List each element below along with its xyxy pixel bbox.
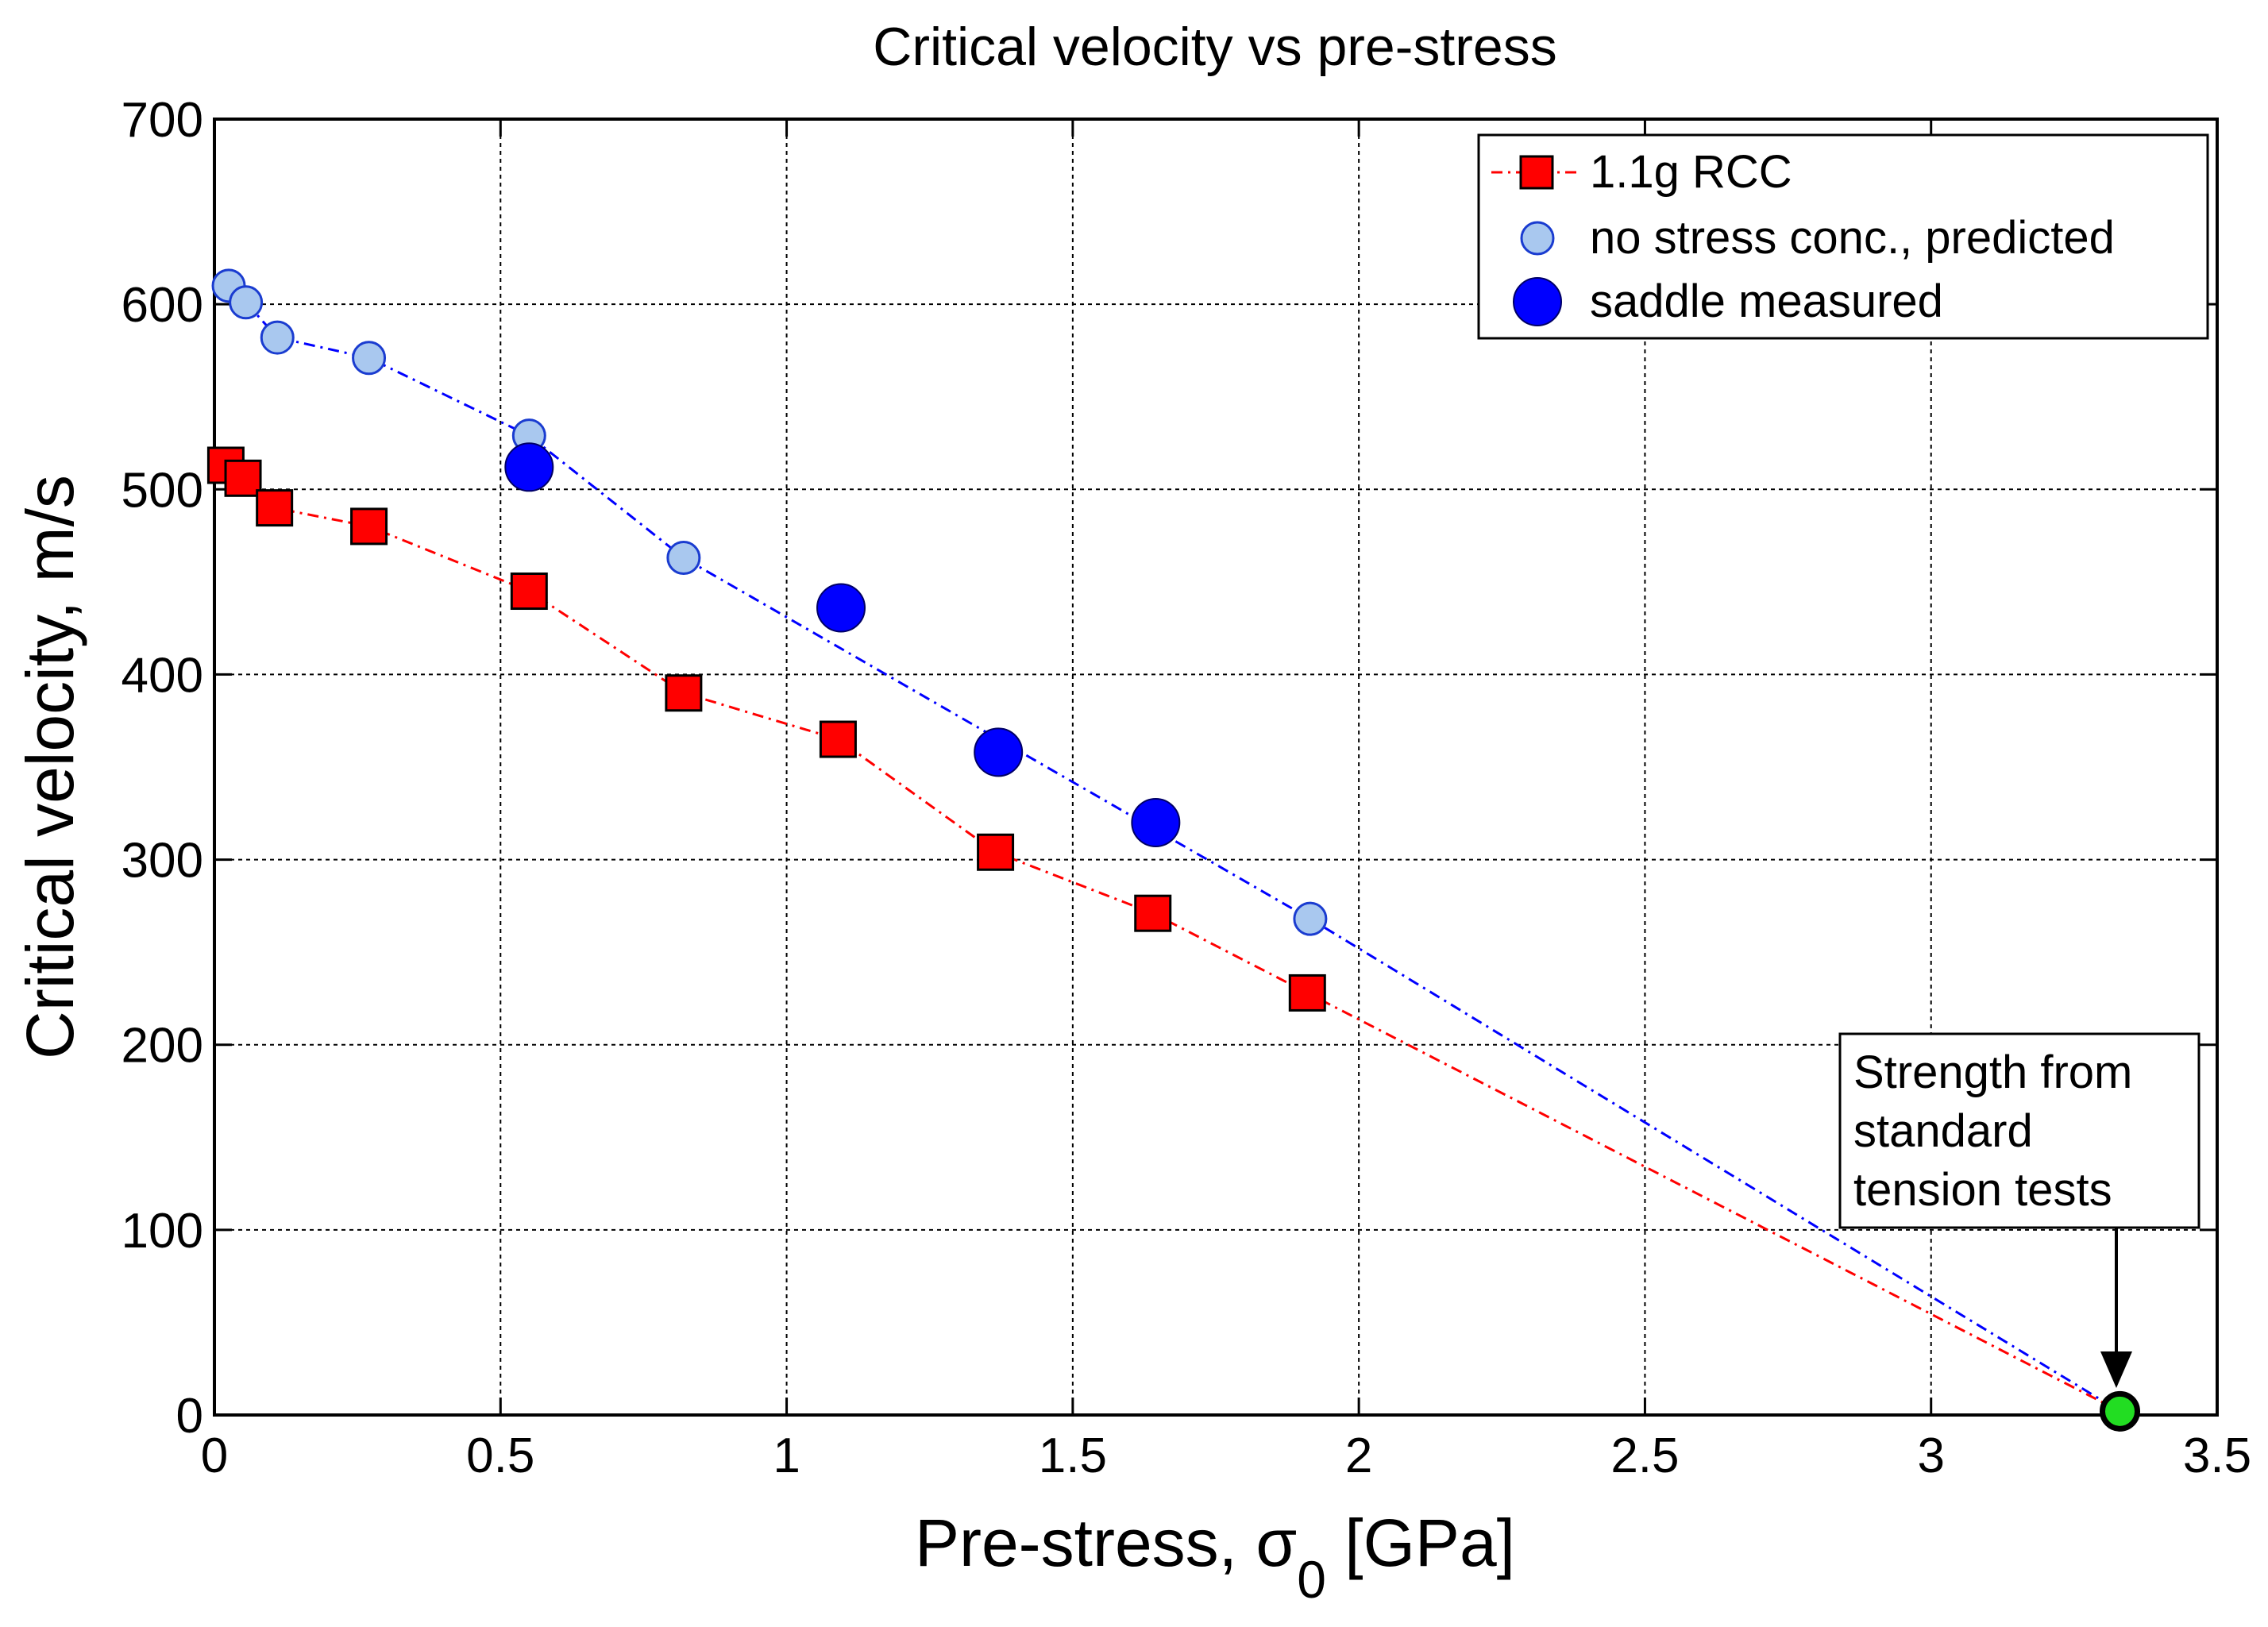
data-point-saddle: [504, 442, 554, 492]
legend-label-predicted: no stress conc., predicted: [1590, 212, 2115, 264]
annotation-point: [2100, 1390, 2141, 1432]
legend-box: [1477, 133, 2209, 340]
y-tick-label: 300: [122, 834, 203, 889]
data-point-rcc: [665, 674, 703, 712]
x-axis-label-unit: [GPa]: [1326, 1506, 1515, 1580]
data-point-rcc: [977, 833, 1015, 871]
x-tick-label: 0: [201, 1428, 228, 1483]
legend-label-rcc: 1.1g RCC: [1590, 146, 1792, 198]
y-tick-label: 400: [122, 648, 203, 703]
y-tick-labels: 0 100 200 300 400 500 600 700: [122, 93, 203, 1444]
x-tick-label: 3.5: [2183, 1428, 2251, 1483]
data-point-saddle: [816, 583, 866, 633]
data-point-predicted: [1293, 901, 1328, 936]
annotation-arrow-head: [2100, 1351, 2132, 1388]
annotation-line-3: tension tests: [1853, 1164, 2112, 1216]
data-point-predicted: [260, 320, 295, 355]
data-point-saddle: [1131, 797, 1181, 847]
annotation-line-2: standard: [1853, 1105, 2033, 1157]
annotation-box: [1838, 1032, 2200, 1229]
annotation-line-1: Strength from: [1853, 1047, 2132, 1098]
legend-marker-saddle: [1513, 277, 1562, 326]
data-point-rcc: [1288, 974, 1326, 1012]
legend-marker-rcc: [1519, 155, 1554, 190]
data-point-rcc: [350, 507, 388, 546]
x-tick-label: 3: [1917, 1428, 1944, 1483]
x-tick-label: 2.5: [1610, 1428, 1679, 1483]
x-tick-label: 1.5: [1039, 1428, 1107, 1483]
legend-marker-predicted: [1520, 221, 1555, 256]
x-axis-label-main: Pre-stress, σ: [915, 1506, 1297, 1580]
x-tick-label: 0.5: [466, 1428, 534, 1483]
data-point-predicted: [229, 285, 264, 320]
x-axis-label: Pre-stress, σ0 [GPa]: [915, 1506, 1515, 1609]
legend-entry-predicted: no stress conc., predicted: [1520, 212, 2115, 264]
y-tick-label: 500: [122, 463, 203, 518]
plot-border: [213, 118, 2219, 1417]
x-tick-labels: 0 0.5 1 1.5 2 2.5 3 3.5: [201, 1428, 2251, 1483]
legend-entry-rcc: 1.1g RCC: [1491, 146, 1792, 198]
data-point-rcc: [256, 489, 294, 527]
x-tick-label: 1: [773, 1428, 800, 1483]
y-tick-label: 700: [122, 93, 203, 148]
x-tick-label: 2: [1345, 1428, 1372, 1483]
chart-title: Critical velocity vs pre-stress: [873, 17, 1557, 77]
x-axis-label-subscript: 0: [1297, 1550, 1326, 1609]
data-point-rcc: [224, 459, 262, 497]
y-tick-label: 0: [176, 1389, 203, 1444]
y-tick-label: 600: [122, 278, 203, 333]
data-point-rcc: [819, 720, 857, 758]
legend: 1.1g RCC no stress conc., predicted sadd…: [1477, 133, 2209, 340]
data-point-rcc: [510, 573, 548, 611]
series-markers: [206, 268, 1328, 1012]
data-point-rcc: [1134, 894, 1172, 932]
annotation: Strength from standard tension tests: [1838, 1032, 2200, 1432]
data-point-predicted: [666, 541, 701, 576]
legend-entry-saddle: saddle measured: [1513, 276, 1943, 327]
legend-label-saddle: saddle measured: [1590, 276, 1943, 327]
y-tick-label: 200: [122, 1019, 203, 1074]
data-point-saddle: [974, 727, 1024, 777]
data-point-predicted: [352, 341, 387, 376]
y-tick-label: 100: [122, 1204, 203, 1259]
y-axis-label: Critical velocity, m/s: [13, 475, 87, 1059]
